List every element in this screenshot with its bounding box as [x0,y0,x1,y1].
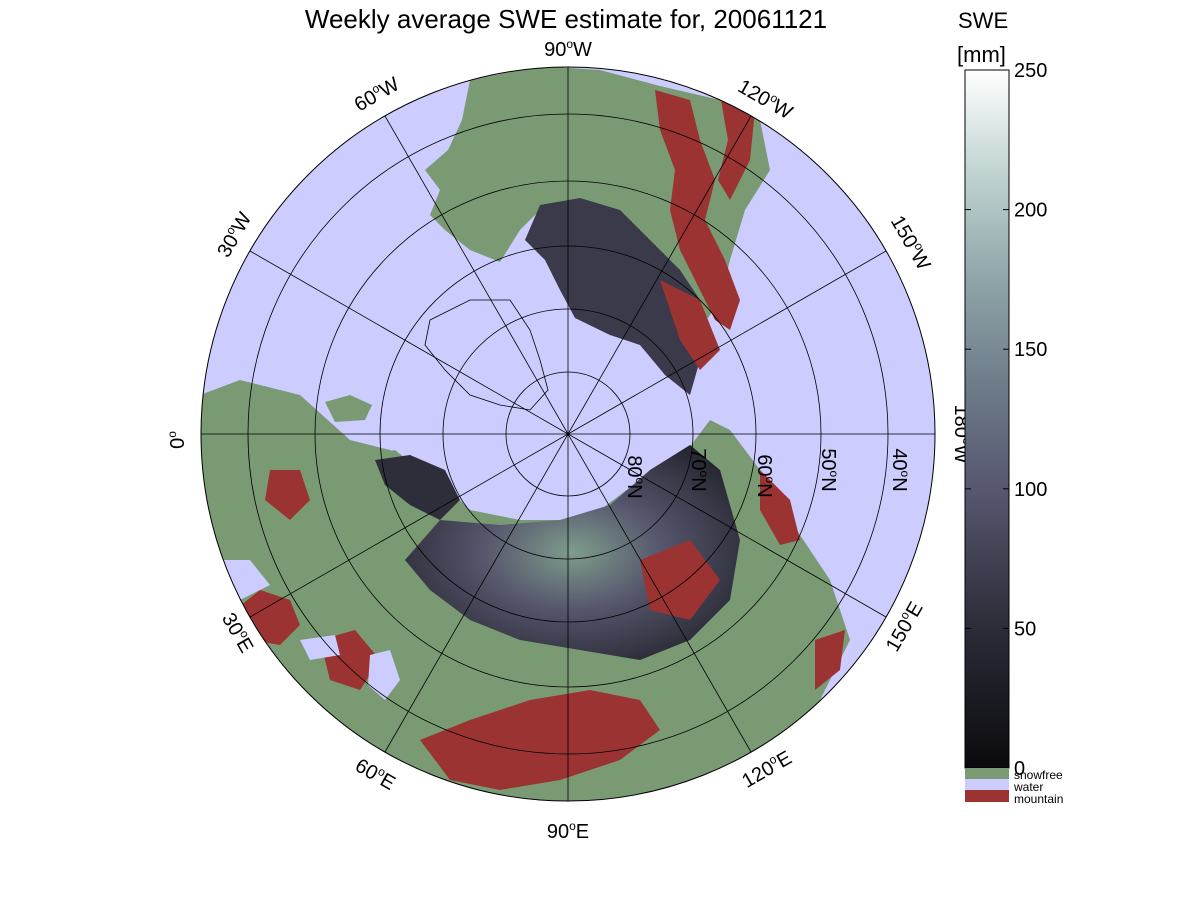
lon-label-90e: 90oE [547,819,589,843]
lat-label-60n: 60oN [753,454,777,497]
colorbar-title-line2: [mm] [957,42,1006,67]
canada-mountain [660,280,720,370]
himalaya-mountain [420,690,660,790]
scandinavia-snow [375,455,460,520]
siberia-east-mountain [640,540,720,620]
legend-water-swatch [965,779,1009,790]
caspian-sea [368,650,400,700]
black-sea [300,635,340,660]
lat-label-70n: 70oN [687,448,711,491]
legend-water-label: water [1013,780,1043,794]
greenland-land [424,299,549,411]
colorbar-title-line1: SWE [958,8,1008,33]
map-frame [200,66,936,802]
lat-label-40n: 40oN [888,448,912,491]
rockies-mountain [655,90,740,330]
chart-title: Weekly average SWE estimate for, 2006112… [305,4,827,34]
polar-map [201,67,935,801]
north-america-snow [525,198,710,395]
colorbar-tick-label-50: 50 [1014,618,1036,640]
legend-mountain-swatch [965,790,1009,802]
colorbar-ticks: 0 50 100 150 200 250 [965,60,1047,780]
lat-label-80n: 80oN [623,455,647,498]
latitude-labels: 40oN 50oN 60oN 70oN 80oN [623,448,912,498]
lat-label-50n: 50oN [817,448,841,491]
alaska-mountain [718,95,755,200]
graticule [201,67,935,801]
kamchatka-mountain [760,470,800,545]
legend-snowfree-label: snowfree [1014,768,1063,782]
scandinavia-mountain [265,470,310,520]
lon-label-0: 0o [165,431,189,449]
longitude-labels: 90oW 120oW 150oW 180oW 150oE 120oE 90oE … [165,37,974,843]
lon-label-60w: 60oW [350,72,404,117]
iceland-land [325,395,372,422]
colorbar-tick-label-100: 100 [1014,479,1047,501]
colorbar-tick-label-200: 200 [1014,200,1047,222]
lon-label-90w: 90oW [544,37,592,61]
lon-label-60e: 60oE [351,753,400,795]
colorbar-tick-label-0: 0 [1014,758,1025,780]
colorbar-tick-label-250: 250 [1014,60,1047,82]
colorbar-gradient [964,69,1010,769]
colorbar-tick-label-150: 150 [1014,339,1047,361]
legend-snowfree-swatch [965,768,1009,779]
japan-mountain [815,630,845,690]
legend-mountain-label: mountain [1014,792,1063,806]
